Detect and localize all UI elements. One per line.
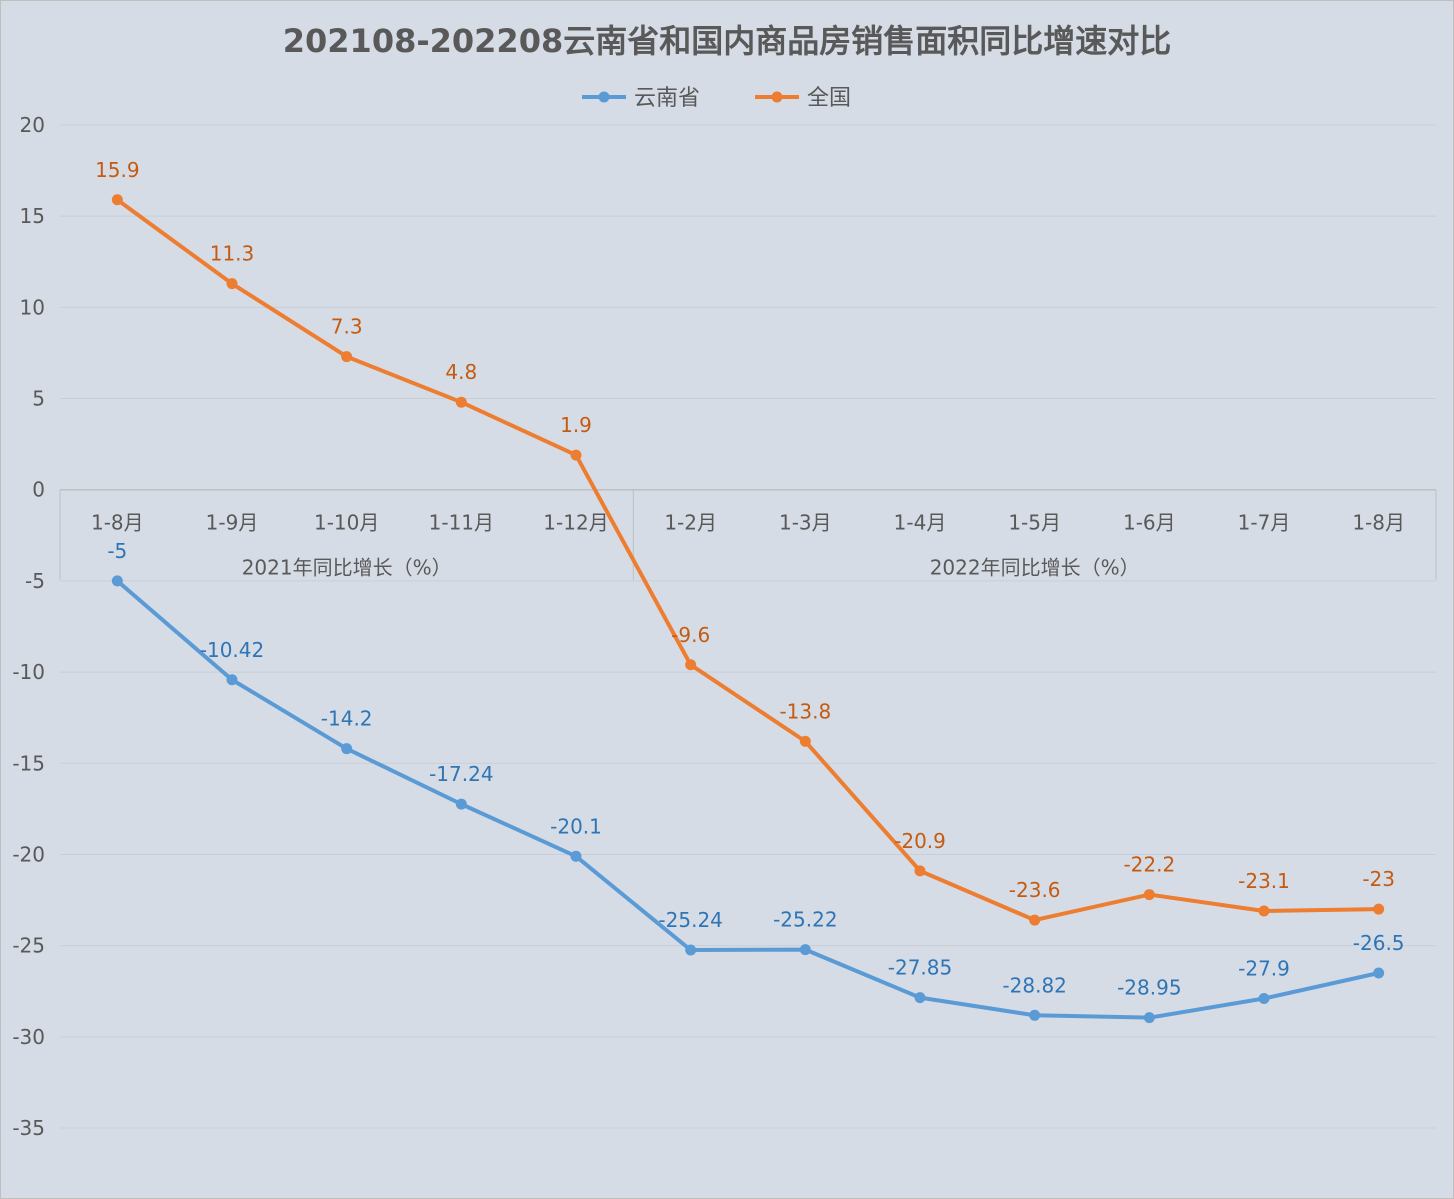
x-tick-label: 1-8月 bbox=[1352, 511, 1405, 535]
x-tick-label: 1-3月 bbox=[779, 511, 832, 535]
y-tick-label: 10 bbox=[20, 295, 45, 319]
data-label: -13.8 bbox=[779, 699, 831, 723]
data-point bbox=[685, 659, 697, 671]
y-tick-label: 5 bbox=[32, 387, 45, 411]
series-line bbox=[116, 579, 1380, 1020]
x-group-label: 2022年同比增长（%） bbox=[930, 556, 1140, 580]
data-point bbox=[226, 674, 238, 686]
data-label: -23.1 bbox=[1238, 869, 1290, 893]
y-tick-label: -25 bbox=[12, 934, 45, 958]
legend-label: 全国 bbox=[807, 86, 851, 111]
data-label: -23 bbox=[1362, 867, 1395, 891]
x-tick-label: 1-5月 bbox=[1008, 511, 1061, 535]
data-point bbox=[455, 798, 467, 810]
series-layer: -5 -10.42 -14.2 -17.24 -20.1 -25.24 -25.22 -27.… bbox=[95, 158, 1405, 1024]
x-tick-label: 1-10月 bbox=[314, 511, 379, 535]
data-label: 4.8 bbox=[445, 360, 477, 384]
x-axis: 1-8月 1-9月 1-10月 1-11月 1-12月 1-2月 1-3月 1-4月 1-5月 1… bbox=[59, 488, 1437, 580]
chart-title: 202108-202208云南省和国内商品房销售面积同比增速对比 bbox=[283, 22, 1171, 60]
data-point bbox=[1029, 1009, 1041, 1021]
x-tick-label: 1-9月 bbox=[206, 511, 259, 535]
x-tick-label: 1-12月 bbox=[543, 511, 608, 535]
y-tick-label: -35 bbox=[12, 1116, 45, 1140]
data-label: -20.1 bbox=[550, 814, 602, 838]
data-point bbox=[1143, 889, 1155, 901]
data-point bbox=[111, 575, 123, 587]
data-point bbox=[1258, 905, 1270, 917]
data-label: -9.6 bbox=[671, 623, 710, 647]
y-tick-label: -15 bbox=[12, 751, 45, 775]
data-point bbox=[455, 396, 467, 408]
data-label: 1.9 bbox=[560, 413, 592, 437]
data-label: -14.2 bbox=[321, 707, 373, 731]
x-tick-label: 1-4月 bbox=[894, 511, 947, 535]
data-point bbox=[570, 850, 582, 862]
data-label: -23.6 bbox=[1009, 878, 1061, 902]
data-label: -26.5 bbox=[1353, 931, 1405, 955]
data-label: -5 bbox=[107, 539, 127, 563]
data-label: 7.3 bbox=[331, 315, 363, 339]
y-tick-label: -20 bbox=[12, 842, 45, 866]
data-label: -28.95 bbox=[1117, 976, 1181, 1000]
data-point bbox=[341, 351, 353, 363]
data-point bbox=[1258, 993, 1270, 1005]
y-tick-label: 0 bbox=[32, 478, 45, 502]
series-line bbox=[116, 198, 1379, 923]
data-point bbox=[685, 944, 697, 956]
data-point bbox=[799, 944, 811, 956]
data-label: -27.9 bbox=[1238, 957, 1290, 981]
data-label: -17.24 bbox=[429, 762, 493, 786]
x-group-label: 2021年同比增长（%） bbox=[242, 556, 452, 580]
data-point bbox=[226, 278, 238, 290]
y-tick-label: -5 bbox=[25, 569, 45, 593]
data-point bbox=[914, 865, 926, 877]
x-tick-label: 1-8月 bbox=[91, 511, 144, 535]
data-label: -27.85 bbox=[888, 956, 952, 980]
x-tick-label: 1-6月 bbox=[1123, 511, 1176, 535]
x-tick-label: 1-2月 bbox=[664, 511, 717, 535]
data-point bbox=[1373, 903, 1385, 915]
data-label: -22.2 bbox=[1123, 853, 1175, 877]
data-label: -25.24 bbox=[658, 908, 722, 932]
gridlines bbox=[60, 124, 1436, 1129]
data-point bbox=[914, 992, 926, 1004]
data-label: -20.9 bbox=[894, 829, 946, 853]
y-tick-label: 20 bbox=[20, 113, 45, 137]
legend-swatch-marker bbox=[598, 91, 610, 103]
y-tick-label: 15 bbox=[20, 204, 45, 228]
x-tick-label: 1-11月 bbox=[429, 511, 494, 535]
x-tick-label: 1-7月 bbox=[1238, 511, 1291, 535]
data-label: 15.9 bbox=[95, 158, 140, 182]
data-point bbox=[111, 194, 123, 206]
data-point bbox=[1143, 1012, 1155, 1024]
data-label: -25.22 bbox=[773, 908, 837, 932]
y-tick-label: -30 bbox=[12, 1025, 45, 1049]
data-point bbox=[799, 735, 811, 747]
data-label: -10.42 bbox=[200, 638, 264, 662]
data-label: -28.82 bbox=[1002, 973, 1066, 997]
data-point bbox=[1373, 967, 1385, 979]
legend-swatch-marker bbox=[771, 91, 783, 103]
y-axis: 20 15 10 5 0 -5 -10 -15 -20 -25 -30 -35 bbox=[12, 113, 45, 1140]
y-tick-label: -10 bbox=[12, 660, 45, 684]
data-point bbox=[1029, 914, 1041, 926]
legend-label: 云南省 bbox=[634, 86, 700, 111]
data-point bbox=[341, 743, 353, 755]
data-point bbox=[570, 449, 582, 461]
data-label: 11.3 bbox=[210, 242, 255, 266]
legend: 云南省 全国 bbox=[582, 86, 851, 111]
